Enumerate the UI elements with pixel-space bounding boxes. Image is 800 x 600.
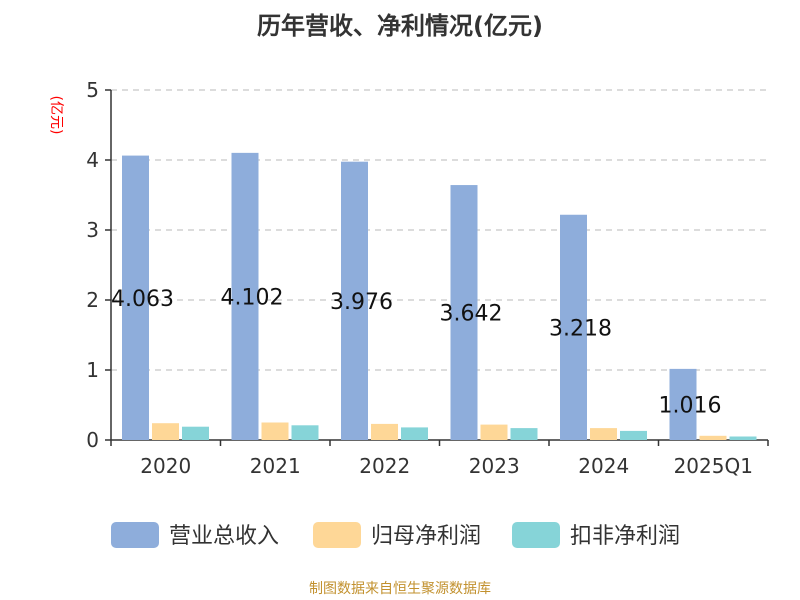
bar[interactable] [510, 428, 538, 440]
legend-label[interactable]: 归母净利润 [371, 524, 481, 549]
legend-swatch[interactable] [512, 522, 560, 548]
bar[interactable] [590, 428, 617, 440]
data-label: 1.016 [659, 393, 722, 418]
bar[interactable] [699, 435, 727, 440]
x-tick-label: 2022 [359, 454, 410, 478]
bar[interactable] [291, 425, 319, 440]
bar[interactable] [231, 152, 259, 441]
bar[interactable] [371, 423, 398, 440]
bar[interactable] [729, 436, 757, 441]
legend-swatch[interactable] [313, 522, 361, 548]
bar[interactable] [122, 155, 149, 440]
y-tick-label: 3 [86, 218, 99, 242]
bar[interactable] [450, 185, 478, 440]
bar[interactable] [341, 161, 368, 440]
data-label: 3.218 [549, 316, 612, 341]
bar[interactable] [152, 423, 179, 440]
chart-title: 历年营收、净利情况(亿元) [257, 12, 543, 40]
axes: 0 1 2 3 4 5 2020 2021 2022 2023 2024 2025Q1 [86, 78, 769, 478]
bar[interactable] [401, 427, 428, 440]
x-tick-label: 2021 [250, 454, 301, 478]
y-tick-label: 1 [86, 358, 99, 382]
data-label: 3.976 [330, 290, 393, 315]
data-label: 4.063 [111, 287, 174, 312]
bar[interactable] [261, 422, 289, 441]
x-tick-label: 2023 [469, 454, 520, 478]
legend-label[interactable]: 营业总收入 [169, 524, 279, 549]
bar[interactable] [480, 424, 508, 440]
bar[interactable] [560, 214, 587, 440]
y-tick-label: 4 [86, 148, 99, 172]
legend-label[interactable]: 扣非净利润 [570, 524, 680, 549]
y-axis-label: (亿元) [48, 96, 64, 135]
bar[interactable] [620, 430, 647, 440]
x-tick-label: 2020 [140, 454, 191, 478]
x-tick-label: 2024 [578, 454, 629, 478]
data-label: 4.102 [221, 285, 284, 310]
source-footnote: 制图数据来自恒生聚源数据库 [309, 581, 491, 597]
data-label: 3.642 [440, 302, 503, 327]
bar[interactable] [182, 426, 209, 440]
y-tick-label: 0 [86, 428, 99, 452]
bars [122, 152, 757, 441]
bar[interactable] [669, 368, 697, 440]
legend-swatch[interactable] [111, 522, 159, 548]
x-tick-label: 2025Q1 [674, 454, 753, 478]
legend[interactable]: 营业总收入 归母净利润 扣非净利润 [111, 522, 680, 549]
data-labels: 4.063 4.102 3.976 3.642 3.218 1.016 [111, 285, 721, 418]
y-tick-label: 2 [86, 288, 99, 312]
y-tick-label: 5 [86, 78, 99, 102]
gridlines [111, 89, 768, 371]
